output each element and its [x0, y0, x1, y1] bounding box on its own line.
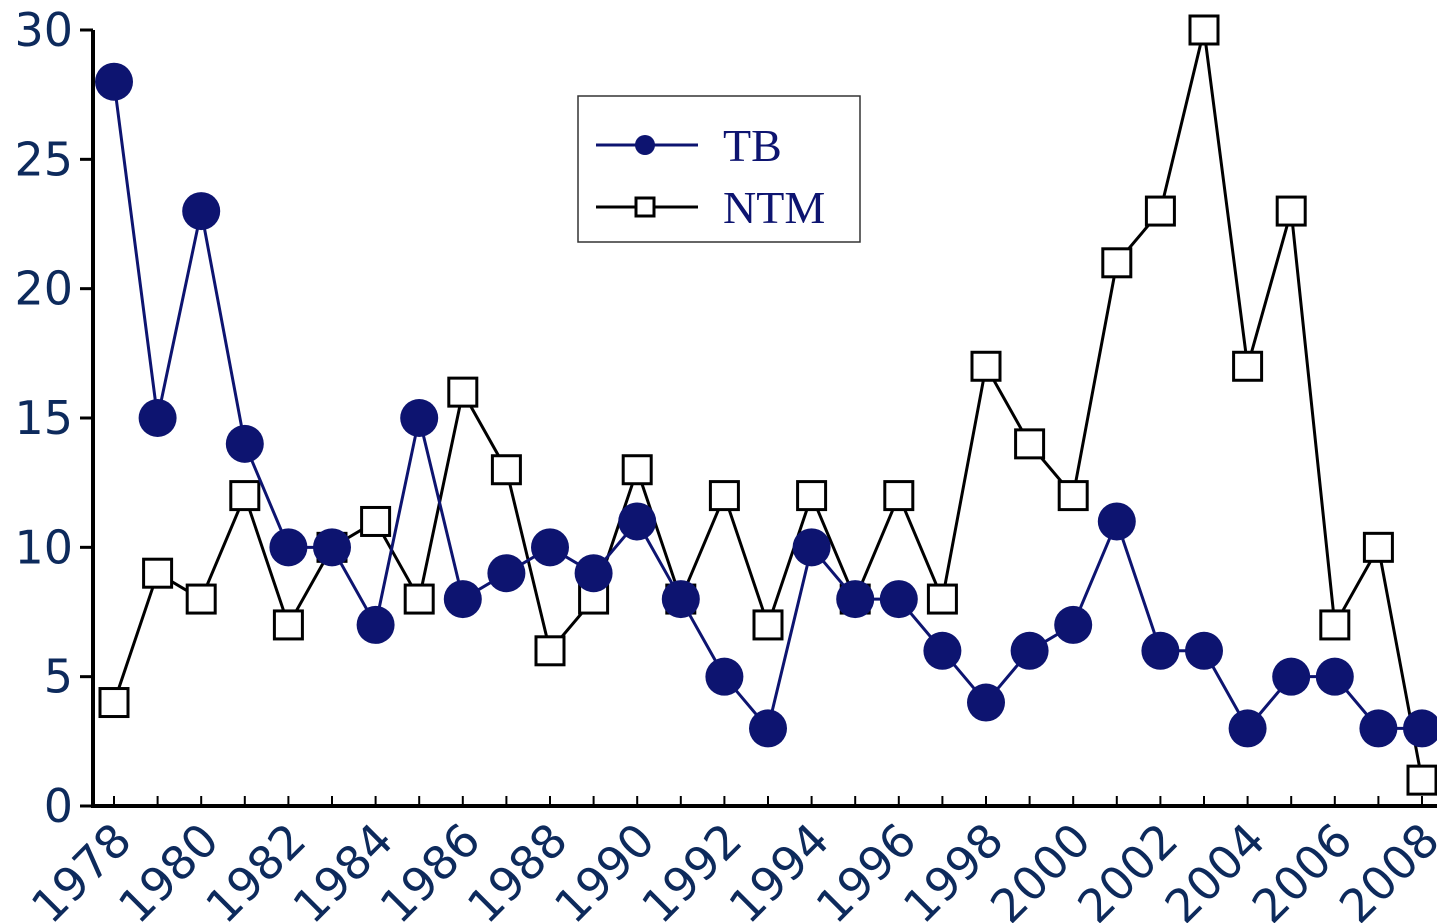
data-point-tb [792, 528, 831, 567]
legend-box [577, 95, 861, 243]
data-point-tb [95, 62, 133, 101]
data-point-tb [1228, 709, 1267, 748]
data-point-tb [1403, 709, 1437, 748]
data-point-ntm [185, 583, 217, 615]
data-point-ntm [1188, 14, 1220, 46]
data-point-tb [1272, 657, 1311, 696]
data-point-tb [1315, 657, 1354, 696]
legend-marker [635, 135, 655, 155]
legend-label: NTM [723, 182, 825, 233]
data-point-ntm [752, 609, 784, 641]
y-tick-label: 10 [14, 520, 73, 574]
y-ticks: 0 5 10 15 20 25 30 [14, 3, 93, 833]
data-point-tb [836, 580, 875, 619]
data-point-ntm [403, 583, 435, 615]
data-point-ntm [1101, 247, 1133, 279]
data-point-ntm [1319, 609, 1351, 641]
y-tick-label: 20 [14, 262, 73, 316]
data-point-tb [182, 192, 221, 231]
data-point-tb [1185, 631, 1223, 670]
data-point-ntm [883, 480, 915, 512]
data-point-tb [225, 424, 264, 463]
data-point-ntm [98, 687, 130, 719]
data-point-tb [1359, 709, 1398, 748]
data-point-ntm [1014, 428, 1046, 460]
data-point-ntm [1406, 764, 1437, 796]
y-tick-label: 30 [14, 3, 73, 57]
data-point-ntm [1275, 195, 1307, 227]
data-point-tb [1141, 631, 1180, 670]
data-point-tb [749, 709, 787, 748]
data-point-ntm [926, 583, 958, 615]
data-point-tb [269, 528, 308, 567]
data-point-ntm [1144, 195, 1176, 227]
data-point-ntm [229, 480, 261, 512]
data-point-ntm [970, 350, 1002, 382]
data-point-ntm [621, 454, 653, 486]
y-tick-label: 5 [44, 650, 73, 704]
data-point-tb [618, 502, 657, 541]
legend: TB NTM [577, 95, 861, 243]
series-tb [95, 62, 1437, 748]
data-point-tb [443, 580, 482, 619]
data-point-tb [705, 657, 744, 696]
data-point-tb [487, 554, 526, 593]
data-point-tb [138, 399, 177, 437]
data-point-ntm [1362, 531, 1394, 563]
data-point-ntm [1057, 480, 1089, 512]
data-point-ntm [796, 480, 828, 512]
legend-entry-ntm: NTM [596, 182, 825, 233]
data-point-ntm [447, 376, 479, 408]
data-point-ntm [1232, 350, 1264, 382]
data-point-tb [574, 554, 613, 593]
data-point-tb [313, 528, 351, 567]
series-layer [95, 14, 1437, 796]
data-point-tb [1010, 631, 1049, 670]
data-point-tb [967, 683, 1005, 722]
data-point-tb [1054, 605, 1093, 644]
data-point-tb [923, 631, 962, 670]
data-point-ntm [708, 480, 740, 512]
y-tick-label: 25 [14, 132, 73, 186]
y-tick-label: 15 [14, 391, 73, 445]
data-point-tb [879, 580, 918, 619]
data-point-tb [400, 399, 439, 437]
data-point-tb [661, 580, 700, 619]
data-point-ntm [272, 609, 304, 641]
x-ticks: 1978198019821984198619881990199219941996… [21, 796, 1437, 923]
y-tick-label: 0 [44, 779, 73, 833]
data-point-tb [1097, 502, 1136, 541]
legend-marker [634, 196, 656, 218]
data-point-ntm [142, 557, 174, 589]
data-point-ntm [534, 635, 566, 667]
data-point-ntm [490, 454, 522, 486]
data-point-tb [531, 528, 569, 567]
data-point-ntm [360, 505, 392, 537]
legend-entry-tb: TB [596, 120, 782, 171]
legend-label: TB [723, 120, 782, 171]
data-point-tb [356, 605, 395, 644]
